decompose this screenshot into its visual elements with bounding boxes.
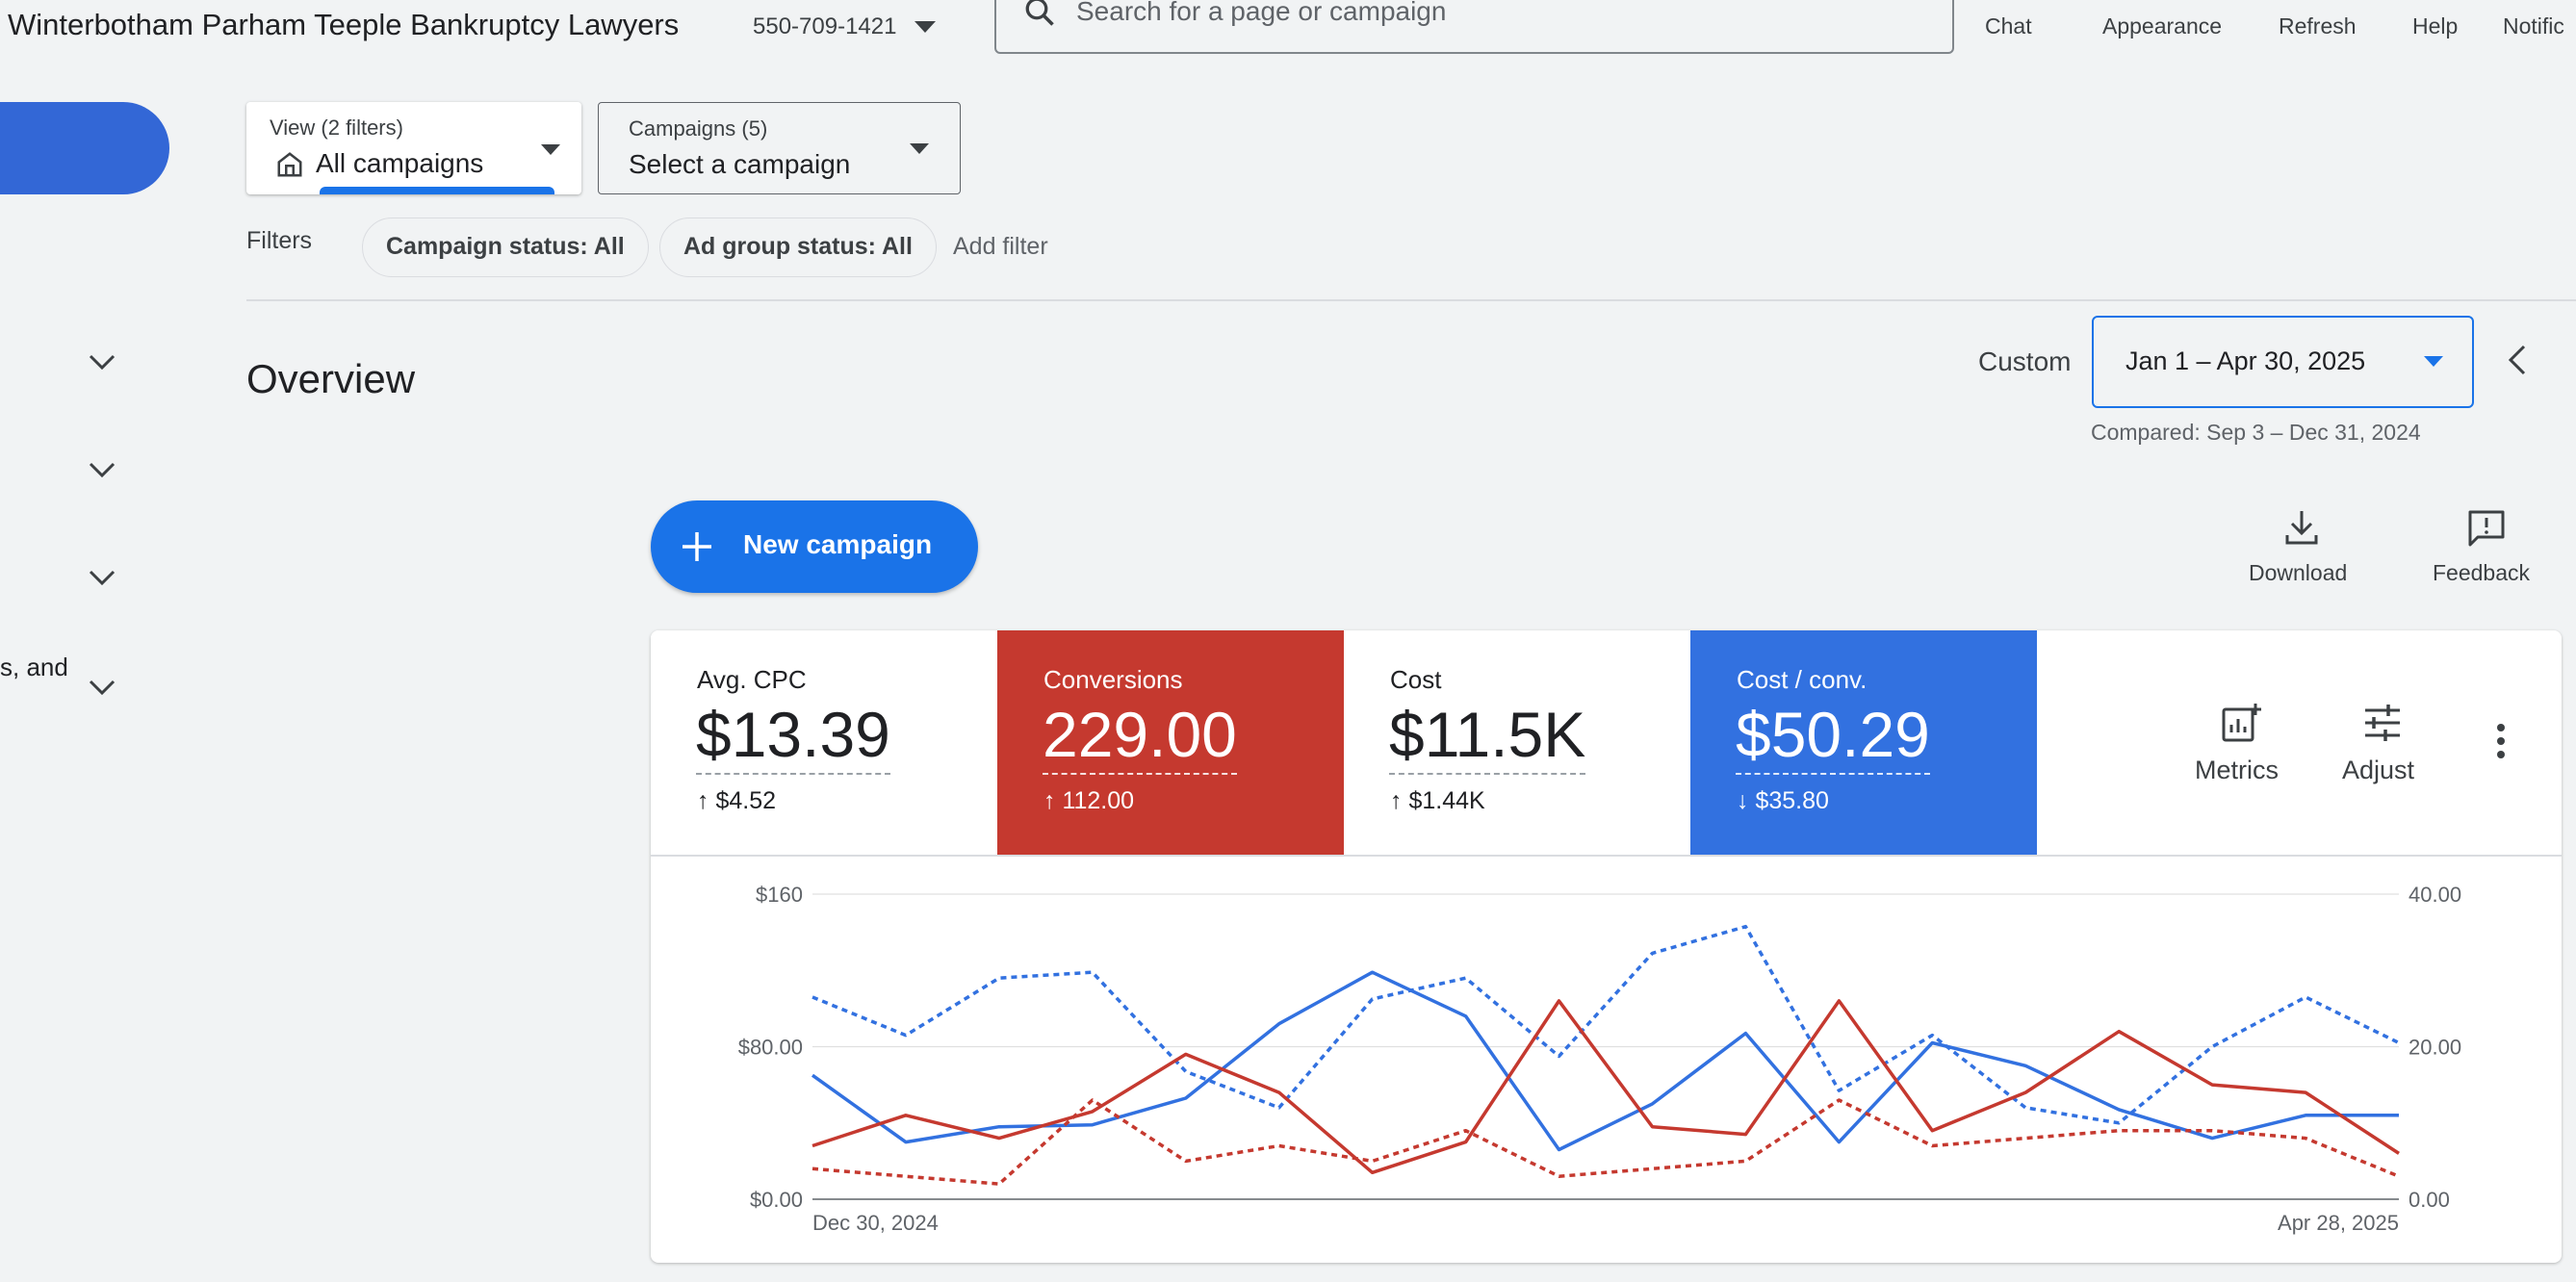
- x-tick-label-start: Dec 30, 2024: [812, 1211, 939, 1235]
- feedback-button[interactable]: Feedback: [2433, 560, 2531, 585]
- arrow-up-icon: ↑: [1043, 787, 1056, 814]
- chart-series-line-2: [811, 999, 2400, 1175]
- nav-primary-button[interactable]: [0, 102, 169, 194]
- account-caret-icon[interactable]: [914, 21, 936, 33]
- more-vert-icon[interactable]: [2495, 723, 2507, 759]
- nav-expand-chevron-icon[interactable]: [87, 568, 117, 587]
- metric-tile-cost-per-conversion[interactable]: Cost / conv. $50.29 ↓ $35.80: [1690, 630, 2037, 855]
- nav-item-label[interactable]: s, and: [0, 653, 68, 681]
- comparison-range: Compared: Sep 3 – Dec 31, 2024: [2091, 420, 2421, 445]
- card-divider: [651, 855, 2562, 857]
- help-button[interactable]: Help: [2412, 13, 2459, 38]
- campaign-selector-value: Select a campaign: [629, 149, 851, 179]
- ad-group-status-filter-chip[interactable]: Ad group status: All: [659, 218, 937, 277]
- metric-value: $11.5K: [1389, 698, 1586, 775]
- notifications-button[interactable]: Notific: [2503, 13, 2564, 38]
- metric-value: $50.29: [1736, 698, 1930, 775]
- metric-delta: ↑ $1.44K: [1390, 787, 1485, 814]
- download-button[interactable]: Download: [2249, 560, 2348, 585]
- nav-expand-chevron-icon[interactable]: [87, 352, 117, 372]
- y-left-tick-label: $160: [756, 883, 803, 907]
- view-dropdown-caret-icon: [541, 144, 560, 155]
- campaign-selector-label: Campaigns (5): [629, 116, 768, 141]
- chart-series-line-3: [811, 1098, 2400, 1186]
- metrics-icon[interactable]: [2220, 702, 2262, 744]
- appearance-button[interactable]: Appearance: [2102, 13, 2223, 38]
- arrow-up-icon: ↑: [697, 787, 709, 814]
- new-campaign-button[interactable]: New campaign: [651, 500, 978, 593]
- metric-tile-conversions[interactable]: Conversions 229.00 ↑ 112.00: [997, 630, 1344, 855]
- date-range-picker[interactable]: [2092, 316, 2474, 408]
- metric-name: Avg. CPC: [697, 665, 807, 694]
- chat-button[interactable]: Chat: [1985, 13, 2032, 38]
- metric-delta: ↓ $35.80: [1737, 787, 1829, 814]
- plus-icon: [683, 532, 711, 561]
- overview-card: Avg. CPC $13.39 ↑ $4.52 Conversions 229.…: [651, 630, 2562, 1263]
- y-right-tick-label: 40.00: [2409, 883, 2461, 907]
- filters-divider: [246, 299, 2576, 301]
- view-selector-indicator: [320, 187, 554, 194]
- metric-tile-cost[interactable]: Cost $11.5K ↑ $1.44K: [1344, 630, 1690, 855]
- arrow-down-icon: ↓: [1737, 787, 1749, 814]
- search-icon: [1025, 0, 1054, 26]
- metrics-button[interactable]: Metrics: [2195, 756, 2279, 784]
- account-id[interactable]: 550-709-1421: [753, 13, 897, 39]
- feedback-icon[interactable]: [2466, 508, 2507, 549]
- account-name[interactable]: Winterbotham Parham Teeple Bankruptcy La…: [8, 8, 680, 41]
- date-range-type: Custom: [1978, 346, 2072, 376]
- campaign-dropdown-caret-icon: [910, 143, 929, 154]
- metric-tile-avg-cpc[interactable]: Avg. CPC $13.39 ↑ $4.52: [651, 630, 997, 855]
- metric-name: Cost / conv.: [1737, 665, 1868, 694]
- new-campaign-label: New campaign: [743, 529, 933, 559]
- view-selector-value: All campaigns: [316, 148, 484, 178]
- arrow-up-icon: ↑: [1390, 787, 1403, 814]
- metric-value: $13.39: [696, 698, 890, 775]
- campaign-selector[interactable]: Campaigns (5) Select a campaign: [598, 102, 961, 194]
- filters-label: Filters: [246, 227, 313, 254]
- view-selector-label: View (2 filters): [270, 115, 403, 140]
- y-left-tick-label: $80.00: [738, 1036, 803, 1060]
- chart-series-line-1: [811, 924, 2400, 1125]
- home-icon: [277, 152, 302, 177]
- date-dropdown-caret-icon[interactable]: [2424, 356, 2443, 367]
- performance-chart[interactable]: $0.00 0.00 $80.00 20.00 $160 40.00 Dec 30, 202…: [651, 855, 2562, 1263]
- y-left-tick-label: $0.00: [750, 1188, 803, 1212]
- metric-name: Cost: [1390, 665, 1442, 694]
- y-right-tick-label: 0.00: [2409, 1188, 2450, 1212]
- x-tick-label-end: Apr 28, 2025: [2278, 1211, 2399, 1235]
- chart-series-line-0: [811, 970, 2399, 1152]
- download-icon[interactable]: [2283, 508, 2320, 547]
- search-placeholder[interactable]: Search for a page or campaign: [1076, 0, 1447, 26]
- add-filter-button[interactable]: Add filter: [953, 233, 1048, 260]
- view-selector[interactable]: View (2 filters) All campaigns: [246, 102, 581, 194]
- campaign-status-filter-chip[interactable]: Campaign status: All: [362, 218, 649, 277]
- adjust-button[interactable]: Adjust: [2342, 756, 2415, 784]
- search-input[interactable]: [994, 0, 1954, 54]
- metric-delta: ↑ $4.52: [697, 787, 777, 814]
- y-right-tick-label: 20.00: [2409, 1036, 2461, 1060]
- adjust-icon[interactable]: [2362, 704, 2403, 742]
- nav-expand-chevron-icon[interactable]: [87, 460, 117, 479]
- metric-value: 229.00: [1043, 698, 1237, 775]
- page-title: Overview: [246, 356, 416, 401]
- metric-name: Conversions: [1043, 665, 1183, 694]
- chevron-left-icon[interactable]: [2507, 343, 2528, 377]
- refresh-button[interactable]: Refresh: [2279, 13, 2357, 38]
- date-range-value[interactable]: Jan 1 – Apr 30, 2025: [2125, 346, 2366, 375]
- nav-expand-chevron-icon[interactable]: [87, 678, 117, 697]
- metric-delta: ↑ 112.00: [1043, 787, 1135, 814]
